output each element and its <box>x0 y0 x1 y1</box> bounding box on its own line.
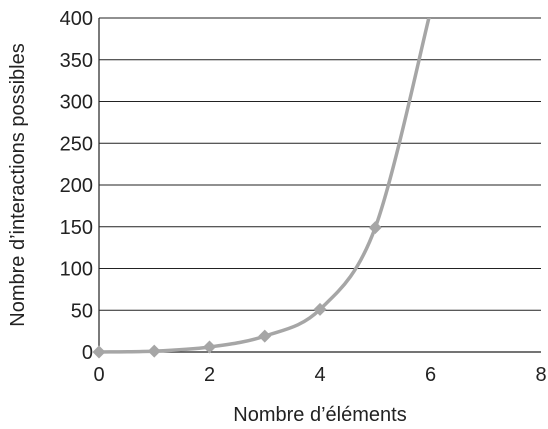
y-tick-label: 0 <box>82 342 93 364</box>
y-tick-label: 400 <box>60 8 93 30</box>
series-lines <box>99 11 431 352</box>
series-line <box>99 11 431 352</box>
y-tick-label: 50 <box>71 300 93 322</box>
y-tick-label: 350 <box>60 50 93 72</box>
x-tick-label: 4 <box>314 364 325 386</box>
y-tick-label: 100 <box>60 259 93 281</box>
y-tick-label: 250 <box>60 133 93 155</box>
x-axis-title: Nombre d’éléments <box>233 404 406 426</box>
x-tick-labels: 0 2 4 6 8 <box>93 364 546 386</box>
data-point-marker <box>258 330 271 343</box>
x-tick-label: 2 <box>204 364 215 386</box>
y-tick-labels: 0 50 100 150 200 250 300 350 400 <box>60 8 93 364</box>
y-tick-label: 150 <box>60 217 93 239</box>
data-point-marker <box>369 221 382 234</box>
y-tick-label: 200 <box>60 175 93 197</box>
x-tick-label: 0 <box>93 364 104 386</box>
y-tick-label: 300 <box>60 92 93 114</box>
x-tick-label: 8 <box>535 364 546 386</box>
x-tick-label: 6 <box>425 364 436 386</box>
y-axis-title: Nombre d’interactions possibles <box>7 43 29 326</box>
gridlines <box>99 18 541 310</box>
data-point-marker <box>148 345 161 358</box>
data-point-marker <box>93 346 106 359</box>
